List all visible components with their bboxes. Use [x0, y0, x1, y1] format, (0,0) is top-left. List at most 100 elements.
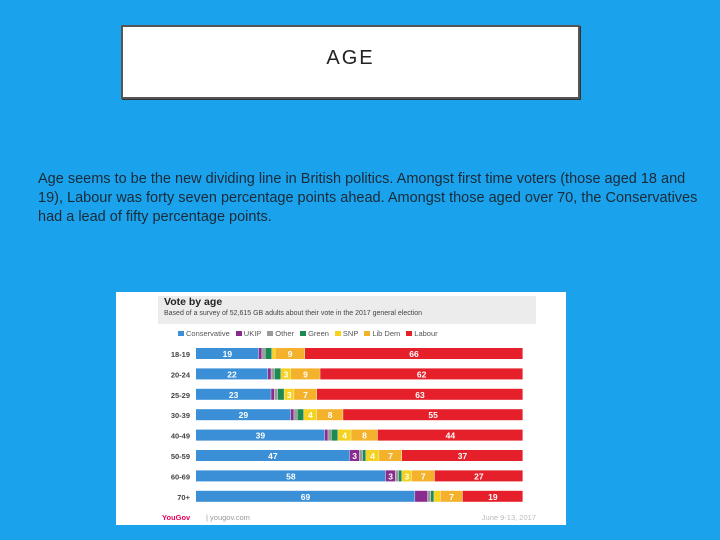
data-label: 3	[284, 369, 289, 379]
bar-segment	[427, 490, 431, 502]
legend-label: Labour	[414, 328, 438, 338]
data-label: 19	[223, 349, 233, 359]
bar-segment	[411, 470, 435, 482]
footer-date: June 9-13, 2017	[481, 513, 536, 522]
data-label: 69	[301, 492, 311, 502]
legend-swatch	[235, 330, 242, 336]
chart-title: Vote by age	[164, 296, 223, 308]
category-label: 40-49	[171, 432, 190, 441]
legend-item: UKIP	[235, 328, 262, 338]
bar-segment	[349, 450, 360, 461]
data-label: 55	[428, 410, 438, 420]
bar-segment	[415, 490, 428, 502]
vote-by-age-chart: Vote by age Based of a survey of 52,615 …	[116, 292, 566, 525]
legend-item: Lib Dem	[364, 328, 400, 338]
bar-segment	[359, 450, 363, 461]
bar-segment	[290, 409, 294, 421]
data-label: 8	[328, 410, 333, 420]
bar-segment	[196, 409, 291, 421]
bar-segment	[271, 348, 275, 359]
data-label: 47	[268, 451, 278, 461]
bar-segment	[196, 429, 325, 441]
slide-body-text: Age seems to be the new dividing line in…	[38, 171, 698, 225]
bar-segment	[294, 409, 297, 421]
legend-label: Other	[275, 328, 295, 338]
legend-label: Lib Dem	[372, 328, 401, 338]
data-label: 3	[405, 471, 410, 481]
data-label: 23	[229, 390, 239, 400]
bar-segment	[290, 368, 320, 380]
bar-segment	[316, 388, 523, 400]
legend-swatch	[178, 330, 184, 336]
bar-segment	[320, 368, 523, 380]
data-label: 7	[303, 390, 308, 400]
data-label: 22	[227, 369, 237, 379]
legend-label: SNP	[342, 328, 359, 338]
bar-segment	[377, 429, 523, 441]
bar-segment	[434, 490, 441, 502]
bar-segment	[196, 388, 271, 400]
bar-segment	[303, 409, 317, 421]
bar-segment	[196, 490, 415, 502]
legend-label: UKIP	[243, 328, 262, 338]
bar-segment	[331, 429, 338, 441]
bar-segment	[271, 368, 275, 380]
bar-segment	[351, 429, 378, 441]
bar-segment	[343, 409, 523, 421]
data-label: 9	[303, 369, 308, 379]
bar-segment	[294, 388, 317, 400]
legend-item: Labour	[406, 328, 438, 338]
legend-item: Other	[267, 328, 294, 338]
bar-segment	[275, 348, 305, 359]
slide-title-box: AGE	[121, 25, 580, 99]
data-label: 7	[388, 451, 393, 461]
bar-segment	[262, 348, 265, 359]
bar-segment	[196, 368, 268, 380]
bar-segment	[362, 450, 366, 461]
category-label: 20-24	[171, 370, 191, 379]
data-label: 37	[458, 451, 468, 461]
bar-segment	[265, 348, 272, 359]
data-label: 3	[287, 390, 292, 400]
footer-url: | yougov.com	[206, 513, 250, 522]
bar-segment	[338, 429, 351, 441]
category-label: 18-19	[171, 350, 190, 359]
data-label: 4	[370, 451, 375, 461]
bar-segment	[434, 470, 523, 482]
legend-label: Conservative	[186, 328, 230, 338]
bar-segment	[385, 470, 396, 482]
bar-segment	[271, 388, 275, 400]
bar-segment	[258, 348, 262, 359]
bar-segment	[274, 388, 278, 400]
bar-segment	[440, 490, 463, 502]
bar-segment	[274, 368, 281, 380]
chart-subtitle: Based of a survey of 52,615 GB adults ab…	[164, 310, 423, 317]
data-label: 19	[488, 492, 498, 502]
bar-segment	[277, 388, 284, 400]
data-label: 7	[449, 492, 454, 502]
data-label: 63	[415, 390, 425, 400]
bar-segment	[328, 429, 332, 441]
bar-segment	[395, 470, 399, 482]
yougov-logo: YouGov	[162, 513, 191, 522]
bar-segment	[284, 388, 294, 400]
bar-segment	[366, 450, 379, 461]
legend-swatch	[334, 330, 341, 336]
legend-label: Green	[308, 328, 329, 338]
bar-segment	[196, 348, 259, 359]
legend-swatch	[364, 330, 371, 336]
data-label: 7	[421, 471, 426, 481]
legend-swatch	[300, 330, 307, 336]
bar-segment	[316, 409, 343, 421]
legend-swatch	[406, 330, 413, 336]
bar-segment	[267, 368, 271, 380]
bar-segment	[462, 490, 523, 502]
legend-item: SNP	[334, 328, 359, 338]
slide-title: AGE	[326, 46, 375, 69]
chart-legend: Conservative UKIP Other Green SNP Lib Dem Labo…	[178, 328, 438, 338]
bar-segment	[196, 450, 350, 461]
category-label: 50-59	[171, 452, 190, 461]
data-label: 3	[352, 451, 357, 461]
bar-segment	[379, 450, 402, 461]
data-label: 3	[388, 471, 393, 481]
